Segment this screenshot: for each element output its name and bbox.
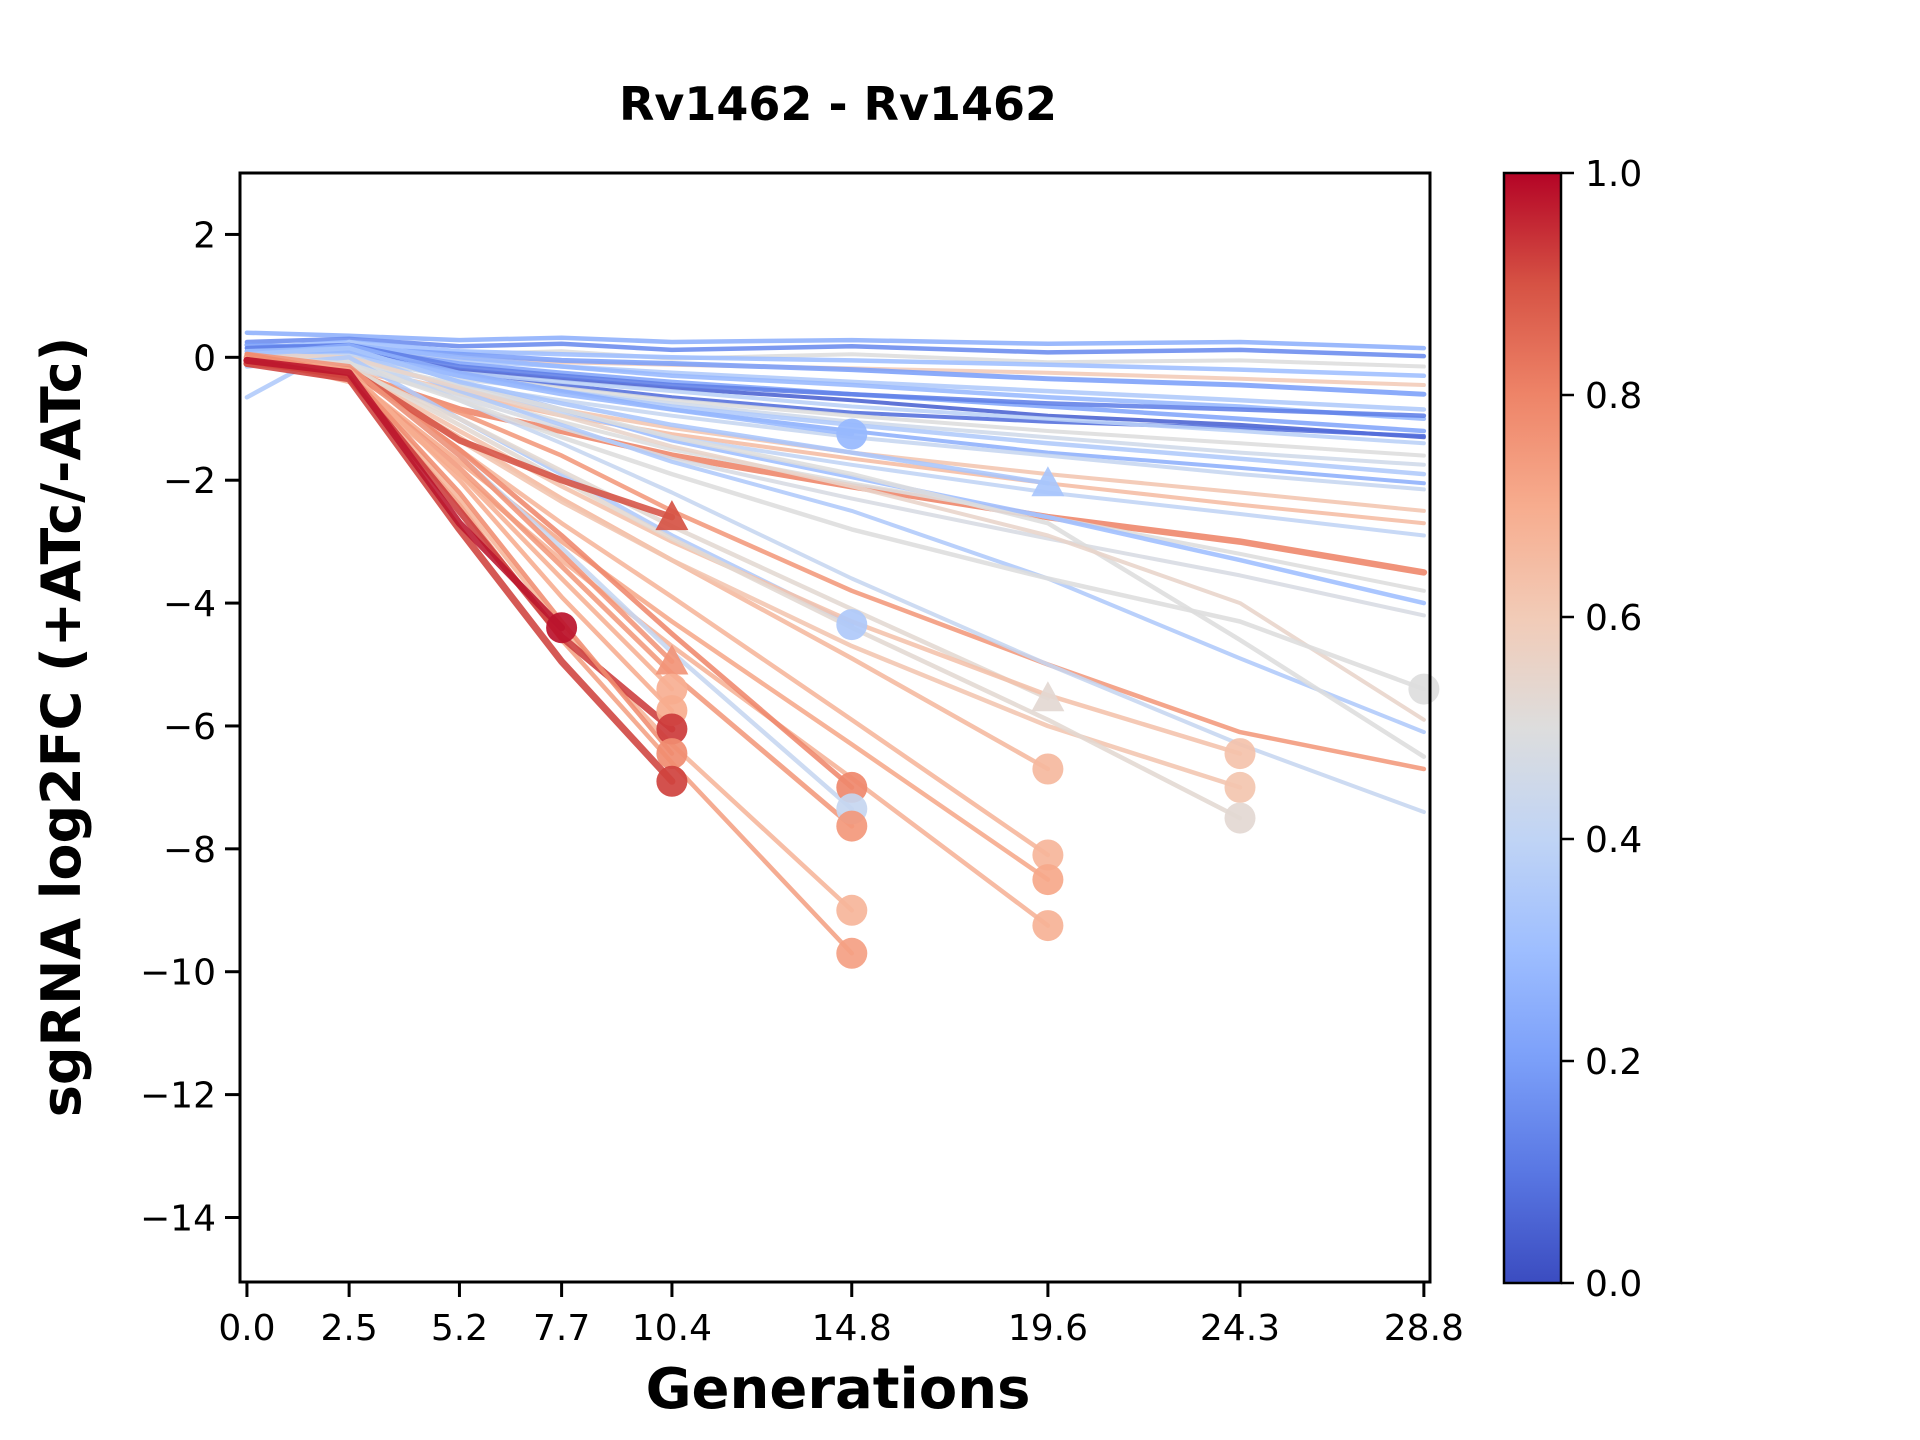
endpoint-triangle-marker [1031, 681, 1065, 712]
x-tick-label: 0.0 [218, 1308, 275, 1349]
series-line [244, 351, 675, 664]
x-tick-label: 10.4 [632, 1308, 712, 1349]
x-tick-label: 14.8 [812, 1308, 892, 1349]
x-tick-label: 7.7 [533, 1308, 590, 1349]
endpoint-circle-marker [1032, 864, 1064, 896]
y-tick-label: −6 [163, 707, 216, 748]
y-tick-label: −8 [163, 830, 216, 871]
colorbar-tick-label: 0.0 [1585, 1264, 1642, 1305]
series-line [244, 342, 1427, 418]
series-line [244, 349, 1426, 735]
series-line [244, 330, 1427, 351]
endpoint-circle-marker [1032, 910, 1064, 942]
colorbar-ticks: 1.0 0.8 0.6 0.4 0.2 0.0 [1561, 154, 1642, 1305]
endpoint-circle-marker [836, 810, 868, 842]
chart-title: Rv1462 - Rv1462 [619, 77, 1057, 131]
x-tick-label: 24.3 [1200, 1308, 1280, 1349]
endpoint-circle-marker [836, 771, 868, 803]
y-tick-label: −12 [140, 1076, 216, 1117]
plot-frame [238, 171, 1432, 1284]
y-axis-label: sgRNA log2FC (+ATc/-ATc) [30, 337, 93, 1118]
endpoint-circle-marker [1224, 738, 1256, 770]
endpoint-circle-marker [656, 713, 688, 745]
series-line [243, 356, 566, 632]
endpoint-circle-marker [1032, 839, 1064, 871]
endpoint-circle-marker [656, 738, 688, 770]
series-line [244, 345, 1051, 486]
y-tick-label: −14 [140, 1198, 216, 1239]
colorbar-tick-label: 0.2 [1585, 1042, 1642, 1083]
colorbar-tick-label: 0.6 [1585, 598, 1642, 639]
series-line [244, 342, 1427, 422]
series-lines-group [243, 330, 1428, 956]
endpoint-triangle-marker [655, 644, 689, 675]
endpoint-circle-marker [836, 418, 868, 450]
x-tick-label: 5.2 [431, 1308, 488, 1349]
endpoint-circle-marker [836, 894, 868, 926]
series-line [244, 336, 1427, 359]
x-axis-ticks: 0.0 2.5 5.2 7.7 10.4 14.8 19.6 24.3 28.8 [218, 1282, 1464, 1349]
series-line [244, 339, 1427, 379]
x-tick-label: 28.8 [1384, 1308, 1464, 1349]
colorbar-tick-label: 0.8 [1585, 376, 1642, 417]
endpoint-circle-marker [656, 765, 688, 797]
series-line [244, 355, 1427, 692]
colorbar [1502, 171, 1563, 1285]
endpoint-circle-marker [1224, 771, 1256, 803]
endpoint-circle-marker [656, 673, 688, 705]
endpoint-circle-marker [836, 609, 868, 641]
colorbar-tick-label: 0.4 [1585, 820, 1642, 861]
endpoint-circle-marker [1224, 802, 1256, 834]
y-axis-ticks: 2 0 −2 −4 −6 −8 −10 −12 −14 [140, 215, 240, 1239]
x-axis-label: Generations [646, 1357, 1031, 1422]
endpoint-markers-group [546, 418, 1440, 969]
y-tick-label: −10 [140, 953, 216, 994]
endpoint-triangle-marker [1031, 466, 1065, 497]
y-tick-label: −4 [163, 584, 216, 625]
x-tick-label: 2.5 [320, 1308, 377, 1349]
endpoint-circle-marker [1032, 753, 1064, 785]
y-tick-label: −2 [163, 461, 216, 502]
series-line [243, 360, 676, 785]
endpoint-circle-marker [546, 612, 578, 644]
endpoint-triangle-marker [655, 500, 689, 531]
x-tick-label: 19.6 [1008, 1308, 1088, 1349]
endpoint-circle-marker [1408, 673, 1440, 705]
colorbar-tick-label: 1.0 [1585, 154, 1642, 195]
y-tick-label: 2 [193, 215, 216, 256]
y-tick-label: 0 [193, 338, 216, 379]
series-line [244, 358, 1243, 821]
endpoint-circle-marker [836, 937, 868, 969]
series-line [244, 352, 1426, 722]
